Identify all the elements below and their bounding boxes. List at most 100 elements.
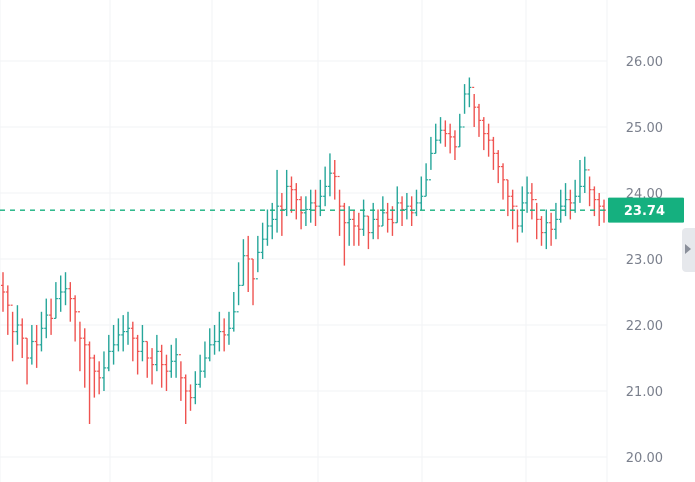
- y-tick-label: 25.00: [626, 121, 663, 136]
- ohlc-bar: [101, 351, 106, 391]
- ohlc-bar: [366, 215, 371, 250]
- ohlc-bar: [563, 183, 568, 217]
- scroll-right-handle[interactable]: [682, 228, 695, 272]
- ohlc-bar: [409, 196, 414, 226]
- ohlc-bar: [539, 216, 544, 246]
- ohlc-bar: [10, 304, 15, 362]
- ohlc-bar: [467, 77, 472, 108]
- ohlc-bar: [121, 315, 126, 352]
- ohlc-bar: [472, 86, 477, 127]
- grid: [0, 0, 608, 482]
- ohlc-bar: [361, 199, 366, 236]
- ohlc-bar: [25, 337, 30, 385]
- ohlc-bar: [77, 311, 82, 372]
- ohlc-bar: [126, 311, 131, 345]
- ohlc-bar: [592, 186, 597, 217]
- ohlc-bar: [587, 169, 592, 207]
- ohlc-bar: [1, 272, 5, 312]
- chevron-right-icon: [685, 244, 691, 254]
- ohlc-bar: [193, 371, 198, 405]
- ohlc-bar: [525, 176, 530, 213]
- ohlc-bar: [265, 209, 270, 246]
- ohlc-bar: [457, 113, 462, 148]
- ohlc-bar: [202, 341, 207, 378]
- ohlc-bar: [222, 318, 227, 352]
- ohlc-bar: [356, 212, 361, 246]
- ohlc-bar: [385, 202, 390, 233]
- ohlc-bar: [347, 206, 352, 246]
- ohlc-bar: [534, 199, 539, 240]
- ohlc-bar: [400, 196, 405, 226]
- ohlc-bar: [376, 209, 381, 240]
- ohlc-bar: [44, 298, 49, 339]
- ohlc-bar: [486, 123, 491, 157]
- price-bars: [1, 77, 606, 424]
- ohlc-bar: [178, 354, 183, 401]
- ohlc-bar: [544, 209, 549, 250]
- ohlc-bar: [106, 334, 111, 372]
- ohlc-bar: [73, 295, 78, 342]
- ohlc-bar: [390, 206, 395, 236]
- ohlc-bar: [39, 311, 44, 352]
- ohlc-bar: [481, 117, 486, 151]
- ohlc-bar: [97, 361, 102, 395]
- ohlc-bar: [327, 153, 332, 197]
- ohlc-bar: [226, 311, 231, 345]
- ohlc-bar: [582, 156, 587, 193]
- ohlc-bar: [236, 262, 241, 313]
- ohlc-bar: [308, 189, 313, 223]
- ohlc-bar: [323, 166, 328, 207]
- ohlc-bar: [419, 176, 424, 210]
- ohlc-bar: [188, 384, 193, 411]
- ohlc-bar: [428, 136, 433, 181]
- ohlc-bar: [443, 120, 448, 147]
- ohlc-bar: [82, 328, 87, 388]
- last-price-tag: 23.74: [608, 197, 684, 223]
- ohlc-bar: [553, 202, 558, 240]
- ohlc-bar: [183, 374, 188, 424]
- y-tick-label: 23.00: [626, 253, 663, 268]
- ohlc-bar: [505, 179, 510, 217]
- ohlc-bar: [380, 196, 385, 227]
- y-tick-label: 20.00: [626, 451, 663, 466]
- ohlc-bar: [140, 325, 145, 362]
- ohlc-bar: [92, 354, 97, 398]
- ohlc-bar: [49, 298, 54, 335]
- ohlc-bar: [87, 341, 92, 424]
- ohlc-bar: [111, 325, 116, 365]
- y-tick-label: 21.00: [626, 385, 663, 400]
- ohlc-bar: [433, 123, 438, 154]
- ohlc-bar: [414, 189, 419, 217]
- ohlc-bar: [558, 189, 563, 223]
- ohlc-bar: [154, 334, 159, 372]
- ohlc-bar: [169, 344, 174, 378]
- ohlc-bar: [299, 196, 304, 230]
- last-price-label: 23.74: [624, 204, 665, 219]
- ohlc-bar: [351, 209, 356, 246]
- ohlc-bar: [15, 305, 20, 345]
- ohlc-bar: [491, 136, 496, 170]
- ohlc-bar: [58, 275, 63, 312]
- ohlc-bar: [371, 202, 376, 240]
- y-tick-label: 27.00: [626, 0, 663, 4]
- ohlc-bar: [597, 193, 602, 226]
- ohlc-bar: [549, 212, 554, 246]
- ohlc-bar: [496, 150, 501, 184]
- ohlc-bar: [275, 169, 280, 233]
- ohlc-bar: [529, 183, 534, 220]
- ohlc-bar: [303, 196, 308, 226]
- ohlc-bar: [404, 193, 409, 220]
- ohlc-bar: [462, 84, 467, 128]
- ohlc-bar: [217, 311, 222, 352]
- ohlc-bar: [53, 282, 58, 319]
- ohlc-bar: [116, 318, 121, 352]
- ohlc-bar: [145, 340, 150, 378]
- ohlc-bar: [332, 160, 337, 200]
- ohlc-bar: [501, 163, 506, 200]
- ohlc-bar: [279, 193, 284, 236]
- ohlc-bar: [212, 325, 217, 355]
- ohlc-bar: [150, 348, 155, 385]
- ohlc-bar: [313, 189, 318, 226]
